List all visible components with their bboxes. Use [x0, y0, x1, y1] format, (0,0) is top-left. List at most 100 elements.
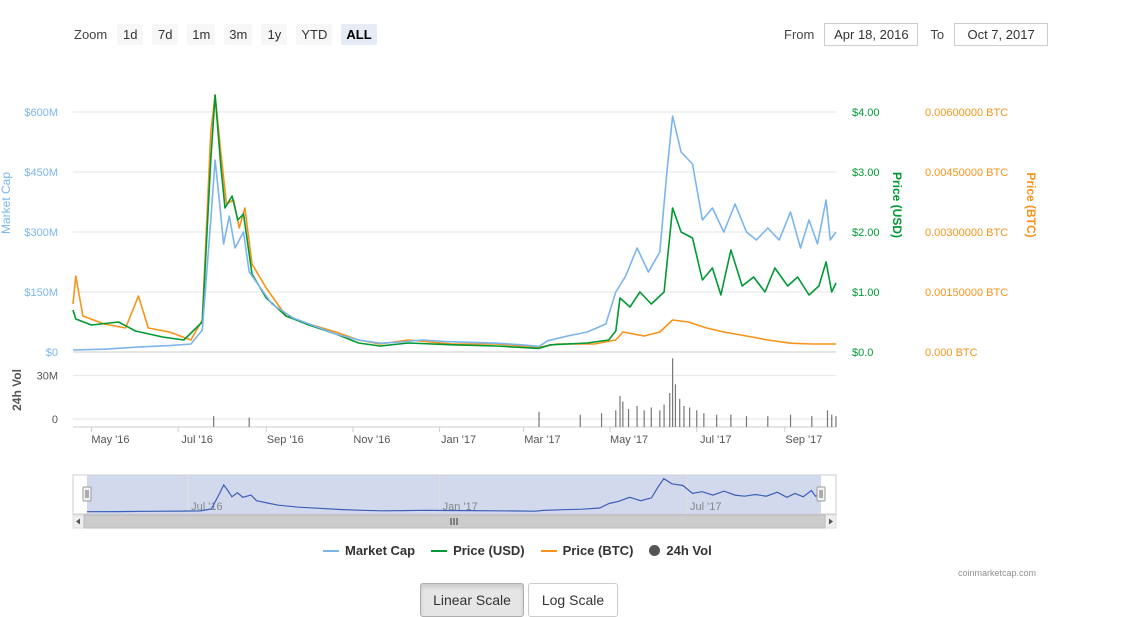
zoom-7d-button[interactable]: 7d — [152, 23, 179, 45]
price-btc-line — [72, 94, 836, 349]
price-usd-axis-title: Price (USD) — [890, 172, 904, 238]
price-btc-tick: 0.000 BTC — [925, 347, 978, 359]
price-usd-swatch — [431, 549, 448, 552]
volume-swatch — [649, 545, 661, 556]
x-tick-label: Jul '16 — [181, 434, 212, 446]
triangle-right-icon[interactable] — [829, 518, 833, 525]
volume-series — [213, 358, 837, 427]
volume-bar — [627, 408, 630, 427]
zoom-ytd-button[interactable]: YTD — [296, 23, 333, 45]
price-usd-line — [72, 94, 837, 350]
legend: Market Cap Price (USD) Price (BTC) 24h V… — [323, 543, 728, 558]
legend-label: 24h Vol — [666, 543, 712, 558]
volume-bar — [789, 414, 792, 427]
volume-tick: 30M — [37, 371, 58, 383]
volume-bar — [826, 410, 829, 427]
volume-bar — [663, 404, 665, 427]
market-cap-tick: $300M — [24, 227, 58, 239]
x-tick-label: Sep '17 — [785, 434, 822, 446]
volume-bar — [650, 407, 652, 427]
price-btc-tick: 0.00450000 BTC — [925, 167, 1008, 179]
volume-bar — [669, 393, 671, 427]
to-label: To — [930, 27, 945, 42]
volume-bar — [767, 416, 769, 427]
zoom-1y-button[interactable]: 1y — [261, 23, 288, 45]
price-btc-tick: 0.00150000 BTC — [925, 287, 1008, 299]
navigator-tick-label: Jul '16 — [191, 501, 222, 513]
price-usd-tick: $2.00 — [852, 227, 880, 239]
from-label: From — [784, 27, 815, 42]
volume-bar — [538, 411, 540, 427]
price-usd-tick: $3.00 — [852, 167, 880, 179]
axes: $0 $0.0 0.000 BTC $150M $1.00 0.00150000 BTC $… — [0, 107, 1038, 446]
market-cap-tick: $600M — [24, 107, 58, 119]
volume-bar — [619, 395, 621, 427]
volume-bar — [683, 406, 685, 427]
from-date-input[interactable]: Apr 18, 2016 — [824, 23, 919, 46]
x-tick-label: Mar '17 — [524, 434, 560, 446]
market-cap-tick: $0 — [46, 347, 58, 359]
volume-axis-title: 24h Vol — [10, 369, 24, 411]
volume-bar — [730, 414, 732, 427]
to-date-input[interactable]: Oct 7, 2017 — [954, 23, 1049, 46]
date-range: From Apr 18, 2016 To Oct 7, 2017 — [784, 23, 1049, 46]
price-usd-tick: $4.00 — [852, 107, 880, 119]
triangle-left-icon[interactable] — [76, 518, 80, 525]
market-cap-tick: $150M — [24, 287, 58, 299]
volume-bar — [600, 413, 603, 427]
zoom-1d-button[interactable]: 1d — [117, 23, 144, 45]
volume-bar — [811, 416, 813, 427]
zoom-1m-button[interactable]: 1m — [187, 23, 216, 45]
x-tick-label: May '17 — [610, 434, 648, 446]
price-btc-axis-title: Price (BTC) — [1024, 172, 1038, 237]
series-lines — [72, 94, 837, 351]
market-cap-line — [72, 115, 837, 351]
x-tick-label: Sep '16 — [267, 434, 304, 446]
legend-item-24h-vol[interactable]: 24h Vol — [649, 543, 712, 558]
market-cap-tick: $450M — [24, 167, 58, 179]
navigator-tick-label: Jul '17 — [690, 501, 721, 513]
volume-bar — [831, 414, 833, 427]
volume-bar — [672, 358, 674, 427]
x-tick-label: May '16 — [91, 434, 129, 446]
price-usd-tick: $0.0 — [852, 347, 873, 359]
volume-bar — [622, 401, 624, 427]
credits-link[interactable]: coinmarketcap.com — [958, 568, 1037, 578]
legend-item-market-cap[interactable]: Market Cap — [323, 543, 415, 558]
volume-bar — [248, 417, 250, 427]
legend-item-price-btc[interactable]: Price (BTC) — [540, 543, 634, 558]
volume-bar — [615, 410, 617, 427]
legend-label: Price (BTC) — [562, 543, 634, 558]
volume-bar — [213, 416, 215, 427]
volume-tick: 0 — [52, 414, 58, 426]
zoom-toolbar: Zoom 1d 7d 1m 3m 1y YTD ALL — [74, 23, 386, 45]
volume-bar — [643, 410, 645, 427]
volume-bar — [703, 413, 705, 427]
log-scale-button[interactable]: Log Scale — [528, 583, 618, 617]
volume-bar — [689, 407, 691, 427]
volume-bar — [674, 384, 677, 427]
zoom-all-button[interactable]: ALL — [341, 23, 377, 45]
navigator[interactable]: Jul '16 Jan '17 Jul '17 — [72, 474, 837, 529]
volume-bar — [716, 414, 718, 427]
volume-bar — [835, 416, 837, 427]
x-tick-label: Jul '17 — [700, 434, 731, 446]
legend-item-price-usd[interactable]: Price (USD) — [431, 543, 525, 558]
price-btc-tick: 0.00300000 BTC — [925, 227, 1008, 239]
x-tick-label: Nov '16 — [353, 434, 390, 446]
volume-bar — [659, 410, 661, 427]
zoom-3m-button[interactable]: 3m — [224, 23, 253, 45]
legend-label: Market Cap — [345, 543, 416, 558]
grid-lines — [73, 111, 836, 428]
volume-bar — [579, 414, 581, 427]
navigator-series-line — [86, 477, 822, 513]
market-cap-axis-title: Market Cap — [0, 172, 13, 234]
volume-bar — [745, 416, 748, 427]
drag-handle-icon[interactable] — [816, 486, 826, 502]
volume-bar — [636, 406, 638, 427]
drag-handle-icon[interactable] — [82, 486, 92, 502]
linear-scale-button[interactable]: Linear Scale — [420, 583, 524, 617]
volume-bar — [696, 410, 698, 427]
price-usd-tick: $1.00 — [852, 287, 880, 299]
